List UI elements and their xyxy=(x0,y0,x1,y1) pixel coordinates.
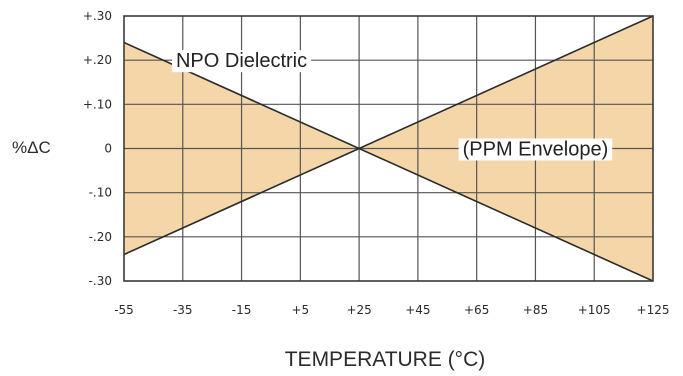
x-tick-label: -35 xyxy=(173,303,193,317)
lower-limit-line xyxy=(123,147,654,282)
y-tick-label: 0 xyxy=(104,142,112,156)
x-tick-label: +25 xyxy=(346,303,371,317)
y-axis-label: %ΔC xyxy=(12,138,51,157)
y-tick-label: -.30 xyxy=(89,274,112,288)
annotation-npo-dielectric: NPO Dielectric xyxy=(171,50,312,73)
annotation-text: (PPM Envelope) xyxy=(463,139,609,161)
plot-frame xyxy=(123,15,654,282)
x-axis-label: TEMPERATURE (°C) xyxy=(285,348,486,371)
y-tick-label: +.20 xyxy=(83,53,112,67)
y-tick-labels: +.30 +.20 +.10 0 -.10 -.20 -.30 xyxy=(83,9,112,288)
x-tick-label: +5 xyxy=(291,303,309,317)
x-tick-labels: -55 -35 -15 +5 +25 +45 +65 +85 +105 +125 xyxy=(114,303,669,317)
x-tick-label: +105 xyxy=(578,303,611,317)
x-tick-label: -15 xyxy=(232,303,252,317)
annotation-ppm-envelope: (PPM Envelope) xyxy=(458,138,613,161)
x-tick-label: +85 xyxy=(523,303,548,317)
annotation-text: NPO Dielectric xyxy=(176,50,307,72)
series-lines xyxy=(123,15,654,282)
x-tick-label: -55 xyxy=(114,303,134,317)
y-tick-label: +.10 xyxy=(83,97,112,111)
x-tick-label: +45 xyxy=(405,303,430,317)
x-tick-label: +125 xyxy=(637,303,670,317)
annotations: NPO Dielectric (PPM Envelope) xyxy=(171,50,613,161)
y-tick-label: -.20 xyxy=(89,230,112,244)
x-tick-label: +65 xyxy=(464,303,489,317)
y-tick-label: +.30 xyxy=(83,9,112,23)
y-tick-label: -.10 xyxy=(89,186,112,200)
